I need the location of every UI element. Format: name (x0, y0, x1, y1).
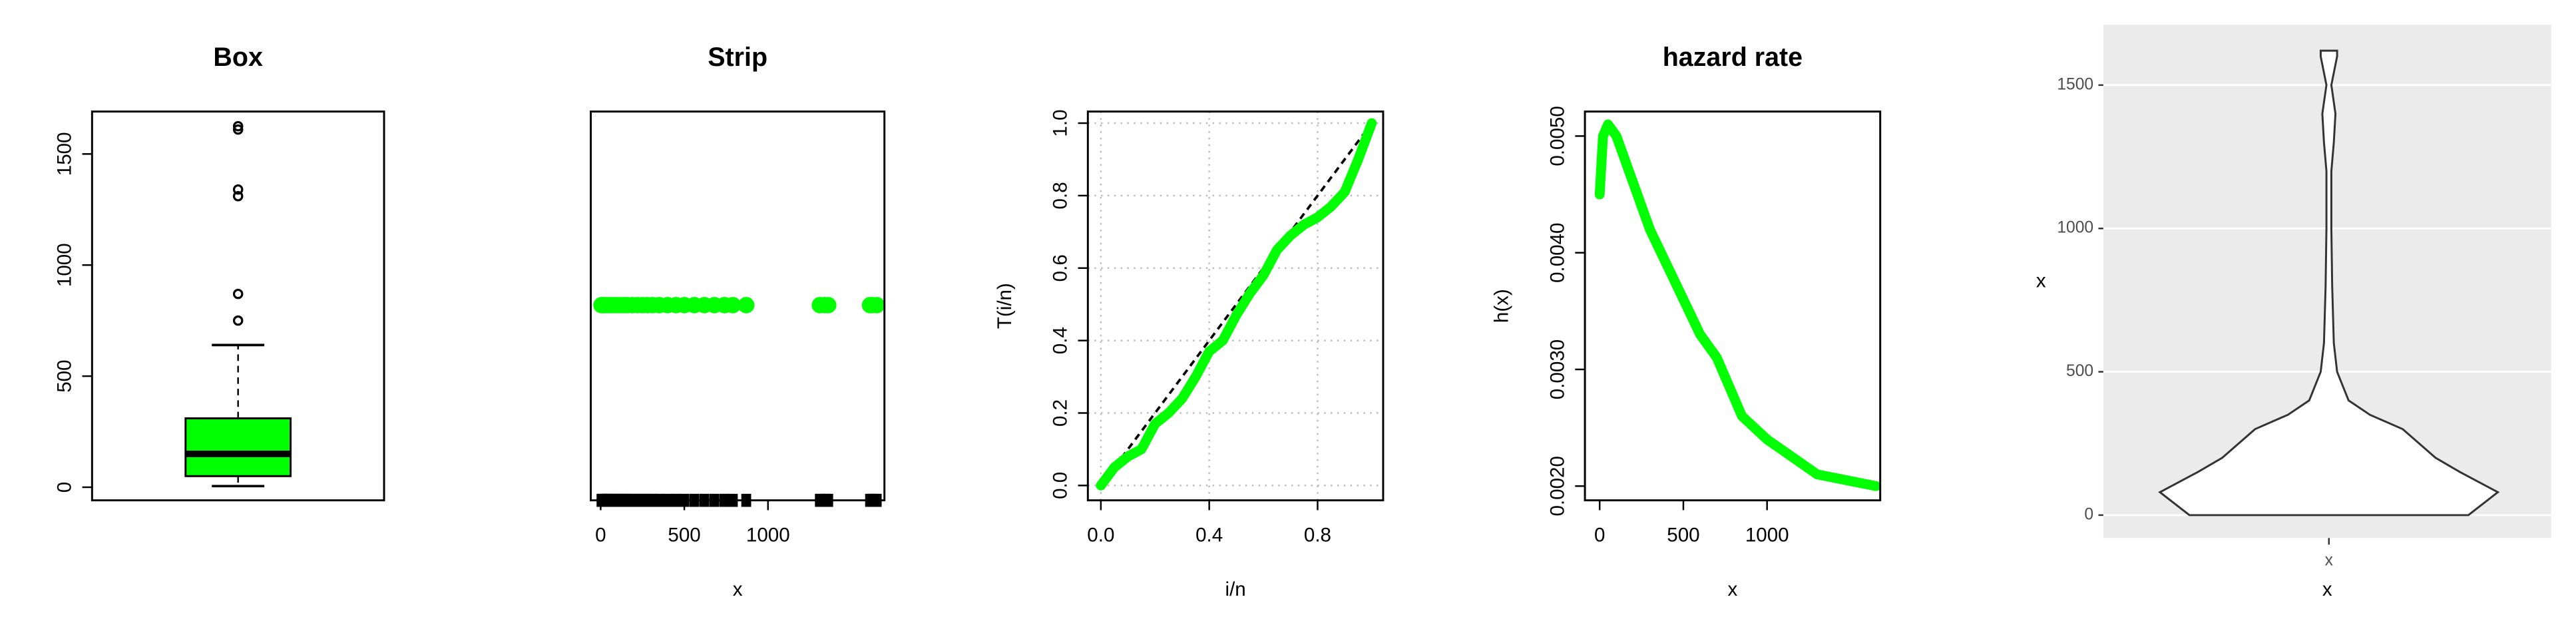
y-tick-label: 500 (54, 359, 76, 392)
x-tick-label: 1000 (746, 524, 790, 546)
y-tick-label: 1.0 (1050, 109, 1072, 136)
plot-frame (91, 110, 385, 502)
x-tick-label: 500 (1667, 524, 1699, 546)
plot-frame (1086, 110, 1385, 502)
y-tick-label: 0.6 (1050, 254, 1072, 282)
reference-line (1100, 122, 1373, 487)
plot-frame (1584, 110, 1882, 502)
y-tick-label: 0 (54, 482, 76, 493)
x-tick-label: 0.0 (1087, 524, 1114, 546)
outlier (232, 184, 244, 195)
y-axis-label: T(i/n) (994, 283, 1016, 329)
y-tick-label: 500 (2066, 362, 2093, 380)
violin (2158, 49, 2500, 517)
x-tick-label: x (2325, 551, 2334, 569)
outlier (232, 120, 244, 132)
data-line (1594, 119, 1881, 491)
chart-title: Box (213, 43, 263, 72)
y-tick-label: 0.4 (1050, 327, 1072, 354)
chart-title: Strip (708, 43, 767, 72)
x-tick-label: 1000 (1745, 524, 1789, 546)
y-tick-label: 0.0 (1050, 472, 1072, 499)
y-tick-label: 1000 (54, 243, 76, 287)
y-tick-label: 0.0040 (1546, 222, 1568, 282)
y-tick-label: 0.0050 (1546, 106, 1568, 166)
strip-point (819, 297, 837, 313)
y-tick-label: 1000 (2057, 219, 2093, 237)
outlier (232, 288, 244, 300)
x-axis-label: x (1728, 578, 1738, 600)
y-tick-label: 0.2 (1050, 399, 1072, 427)
data-line (1096, 118, 1377, 491)
plot-frame (590, 110, 886, 502)
chart-title: hazard rate (1663, 43, 1803, 72)
y-tick-label: 0.0020 (1546, 456, 1568, 516)
y-tick-label: 0.0030 (1546, 339, 1568, 399)
x-tick-label: 0 (1594, 524, 1605, 546)
x-axis-label: x (2322, 578, 2332, 600)
y-tick-label: 0 (2084, 505, 2093, 523)
strip-point (724, 297, 742, 313)
box (184, 417, 292, 477)
x-tick-label: 0.4 (1195, 524, 1223, 546)
y-tick-label: 1500 (54, 132, 76, 176)
strip-point (738, 297, 755, 313)
outlier (232, 190, 244, 202)
outlier (232, 124, 244, 135)
y-axis-label: x (2036, 270, 2046, 292)
x-axis-label: x (733, 578, 743, 600)
y-tick-label: 1500 (2057, 75, 2093, 93)
outlier (232, 315, 244, 326)
strip-point (868, 297, 885, 313)
x-tick-label: 500 (668, 524, 700, 546)
x-axis-label: i/n (1225, 578, 1246, 600)
y-axis-label: h(x) (1491, 289, 1513, 323)
y-tick-label: 0.8 (1050, 182, 1072, 209)
x-tick-label: 0.8 (1304, 524, 1331, 546)
x-tick-label: 0 (595, 524, 606, 546)
